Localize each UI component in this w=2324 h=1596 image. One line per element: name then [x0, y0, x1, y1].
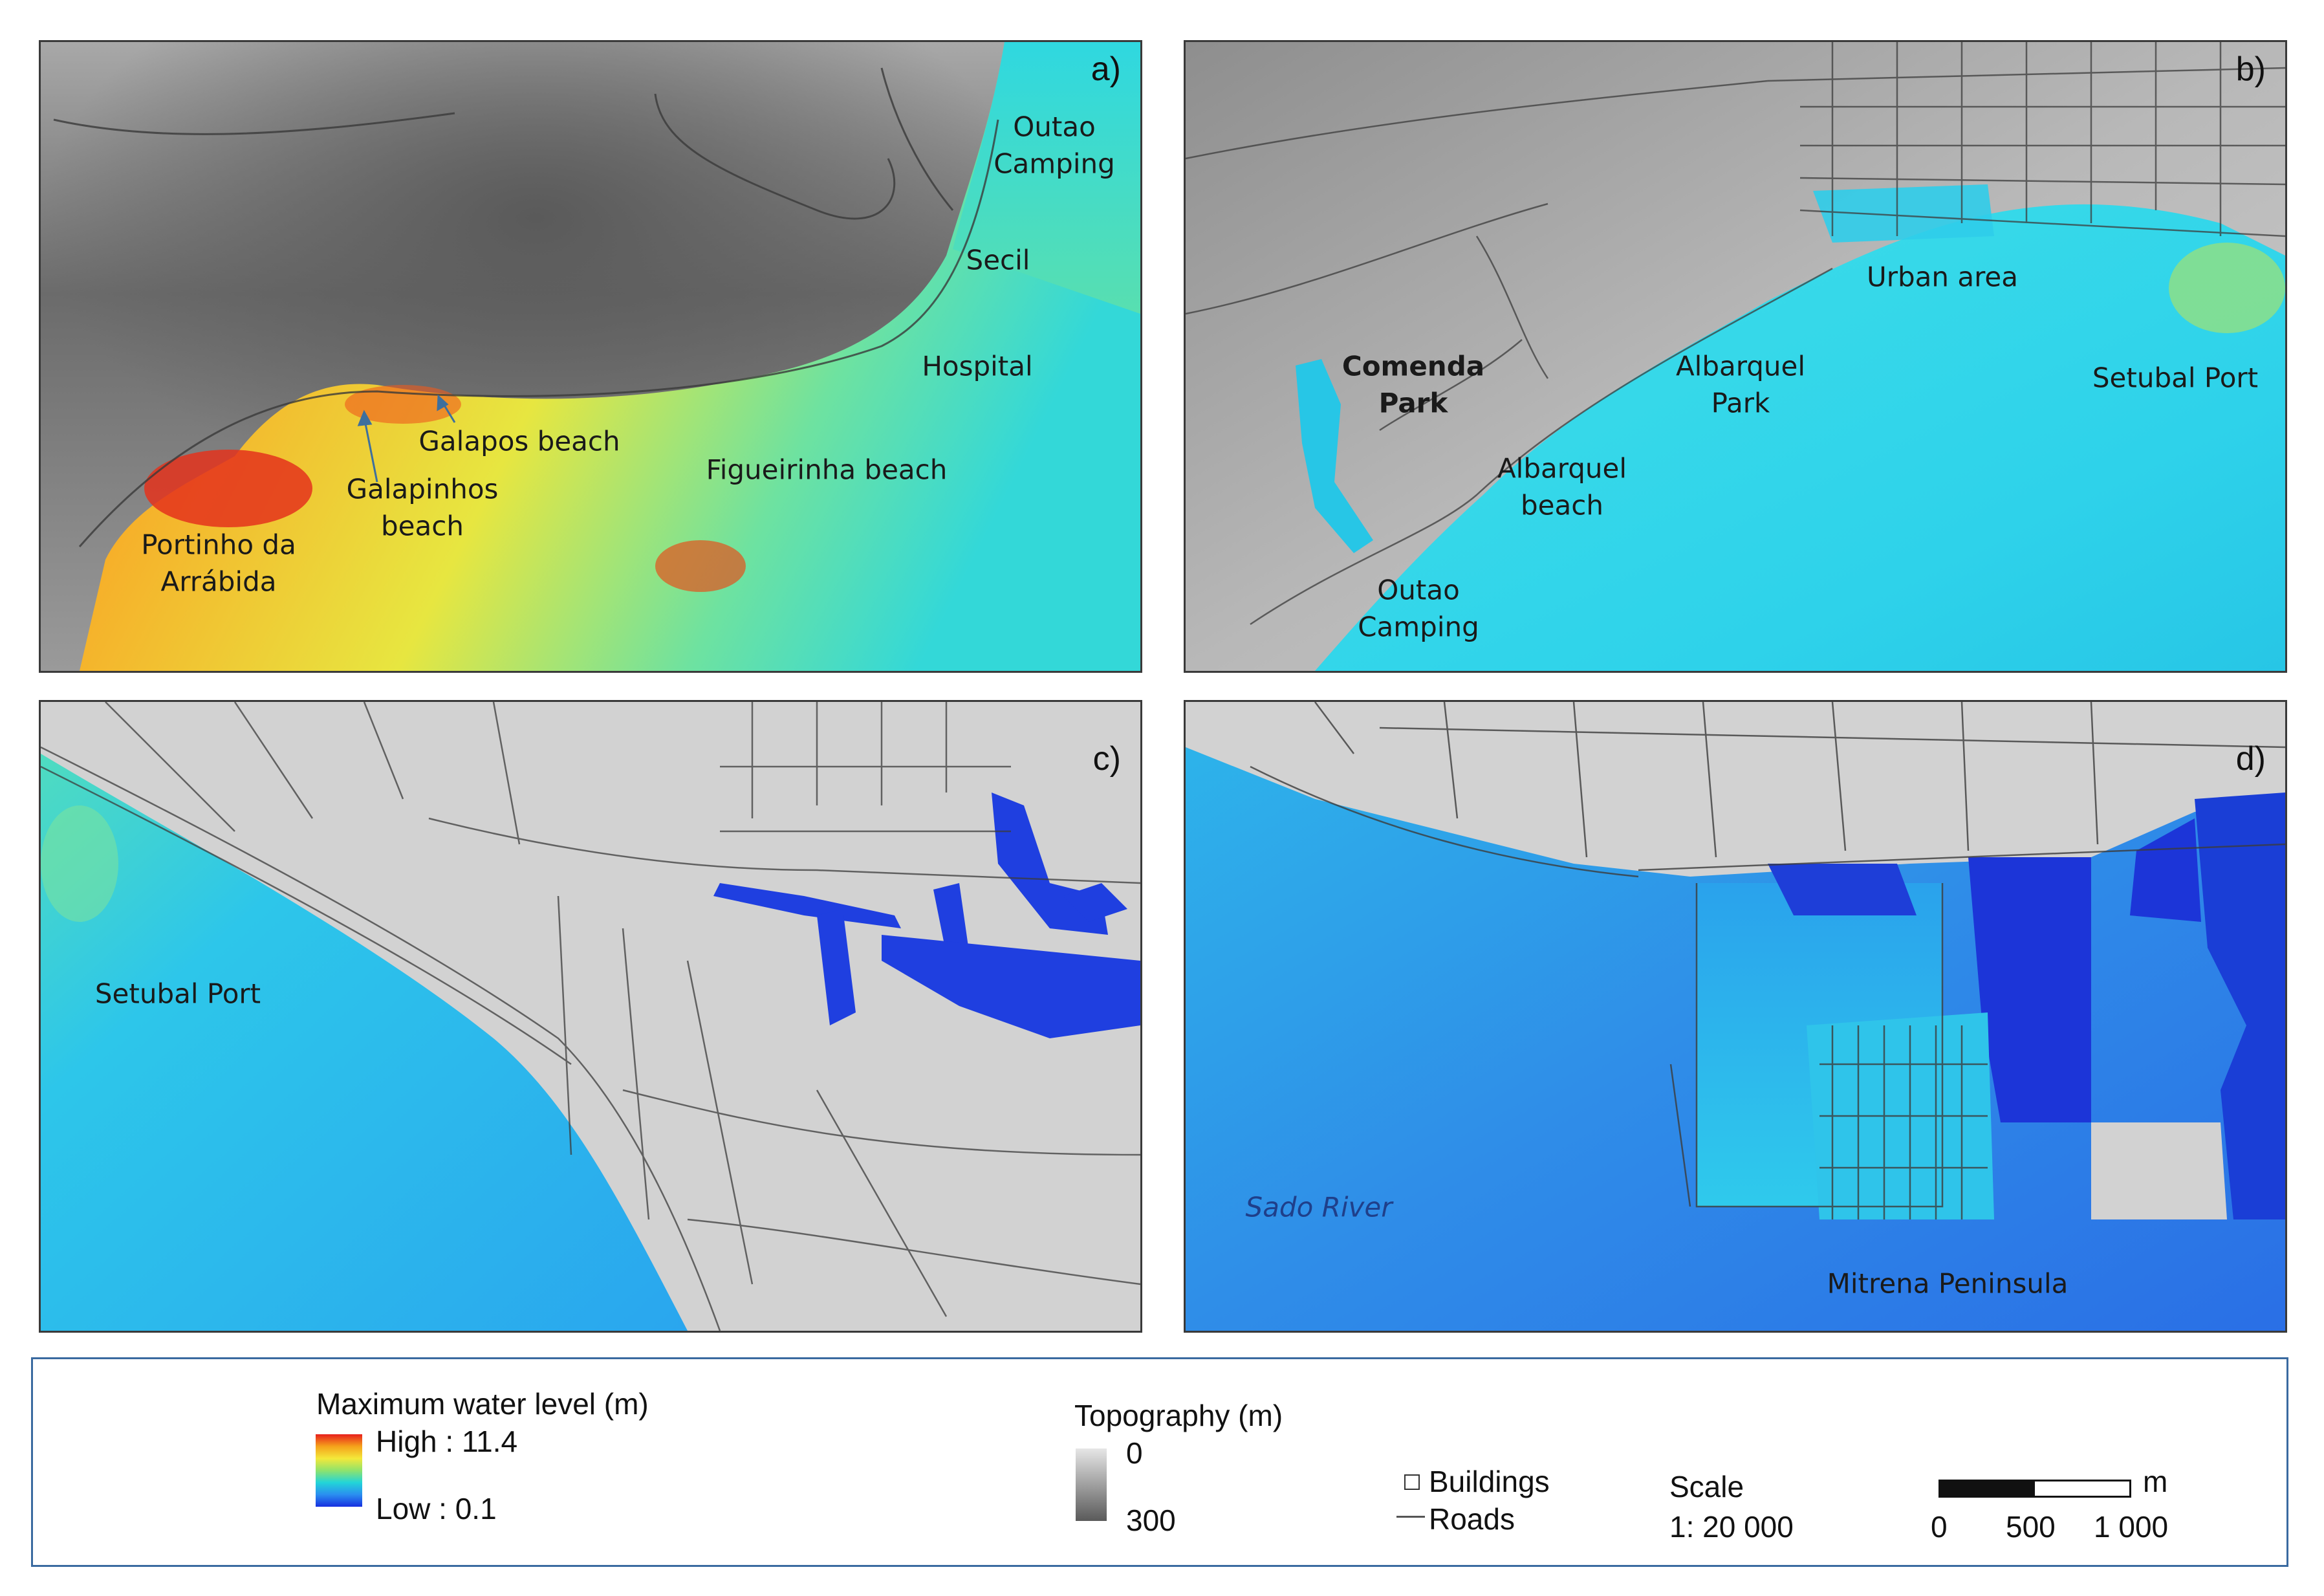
label-urban-area: Urban area: [1866, 261, 2019, 293]
topography-gray-ramp: [1076, 1448, 1107, 1521]
legend-water-low: Low : 0.1: [376, 1492, 497, 1525]
buildings-symbol: [1404, 1474, 1420, 1490]
water-level-color-ramp: [316, 1434, 362, 1507]
scale-tick-500: 500: [2006, 1510, 2056, 1544]
label-albarquel-beach: Albarquel beach: [1497, 452, 1627, 521]
label-secil: Secil: [966, 244, 1030, 276]
panel-letter-c: c): [1092, 740, 1121, 778]
label-setubal-port-c: Setubal Port: [94, 978, 261, 1010]
label-outao-camping-b: Outao Camping: [1358, 574, 1479, 642]
label-albarquel-park: Albarquel Park: [1675, 350, 1806, 419]
panel-letter-d: d): [2235, 740, 2266, 778]
panel-c-map-image: [41, 702, 1140, 1331]
label-hospital: Hospital: [922, 350, 1033, 382]
scale-bar: [1938, 1480, 2131, 1498]
legend-topo-title: Topography (m): [1074, 1399, 1283, 1432]
legend-roads: Roads: [1429, 1502, 1515, 1536]
scale-tick-1000: 1 000: [2094, 1510, 2169, 1544]
map-panel-c: c) Setubal Port: [39, 700, 1142, 1333]
scale-tick-0: 0: [1931, 1510, 1948, 1544]
legend-topo-max: 300: [1126, 1503, 1176, 1537]
legend-water-high: High : 11.4: [376, 1425, 518, 1458]
panel-b-map-image: [1186, 42, 2285, 671]
legend-topo-min: 0: [1126, 1436, 1143, 1470]
map-panel-d: d) Sado River Mitrena Peninsula: [1184, 700, 2287, 1333]
label-comenda-park: Comenda Park: [1341, 350, 1485, 419]
panel-letter-b: b): [2235, 50, 2266, 88]
panel-a-map-image: [41, 42, 1140, 671]
label-mitrena-peninsula: Mitrena Peninsula: [1827, 1267, 2069, 1300]
label-setubal-port: Setubal Port: [2092, 362, 2259, 394]
scale-bar-unit: m: [2143, 1465, 2168, 1498]
label-galapos-beach: Galapos beach: [418, 425, 620, 457]
panel-letter-a: a): [1091, 50, 1121, 88]
legend-buildings: Buildings: [1429, 1465, 1550, 1498]
label-portinho-da-arrabida: Portinho da Arrábida: [141, 529, 296, 597]
legend-panel: Maximum water level (m) High : 11.4 Low …: [31, 1357, 2288, 1567]
panel-d-map-image: [1186, 702, 2285, 1331]
legend-water-title: Maximum water level (m): [316, 1387, 649, 1421]
label-galapinhos-beach: Galapinhos beach: [346, 473, 499, 541]
map-panel-b: b) Urban area Comenda Park Albarquel Par…: [1184, 40, 2287, 673]
roads-symbol: [1396, 1516, 1425, 1518]
legend-scale-ratio: 1: 20 000: [1669, 1510, 1794, 1544]
map-panel-a: a) Outao Camping Secil Hospital Galapos …: [39, 40, 1142, 673]
legend-scale-title: Scale: [1669, 1470, 1744, 1503]
label-figueirinha-beach: Figueirinha beach: [706, 454, 948, 486]
label-sado-river: Sado River: [1245, 1191, 1393, 1223]
label-outao-camping: Outao Camping: [994, 111, 1115, 179]
